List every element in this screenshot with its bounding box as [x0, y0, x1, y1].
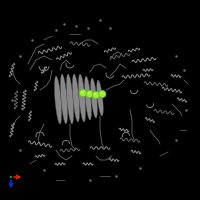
Circle shape	[92, 91, 100, 99]
Circle shape	[100, 92, 103, 94]
Circle shape	[10, 176, 12, 178]
Ellipse shape	[72, 74, 80, 122]
Ellipse shape	[54, 76, 62, 124]
Circle shape	[86, 90, 93, 98]
Ellipse shape	[78, 74, 86, 122]
Circle shape	[94, 93, 96, 95]
Circle shape	[81, 91, 83, 93]
Ellipse shape	[66, 74, 74, 124]
Circle shape	[88, 92, 90, 94]
Ellipse shape	[60, 74, 68, 124]
Circle shape	[99, 90, 106, 98]
Ellipse shape	[97, 80, 103, 116]
Circle shape	[79, 89, 87, 97]
Ellipse shape	[91, 78, 97, 118]
Ellipse shape	[85, 76, 91, 120]
